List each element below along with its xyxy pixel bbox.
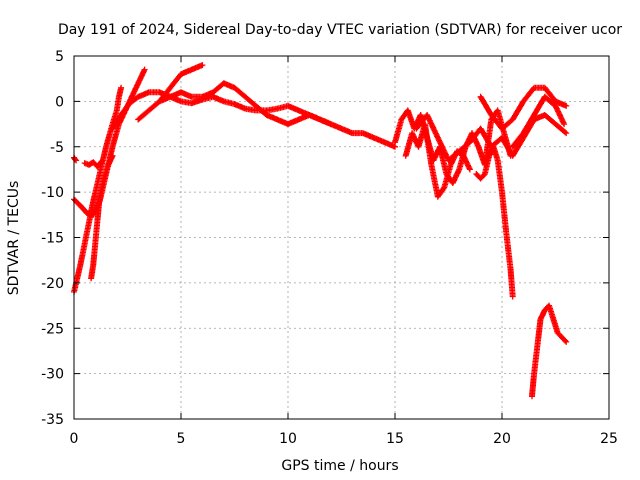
y-tick-label: -35: [41, 412, 64, 428]
data-marks: [109, 89, 398, 150]
data-marks: [477, 84, 570, 132]
series-track-11: [413, 112, 570, 164]
x-tick-label: 15: [386, 431, 404, 447]
data-marks: [88, 152, 116, 282]
y-tick-label: -10: [41, 185, 64, 201]
series-track-14: [509, 93, 568, 150]
data-marks: [473, 143, 516, 300]
y-tick-label: -25: [41, 321, 64, 337]
data-marks: [509, 93, 568, 150]
x-tick-label: 5: [177, 431, 186, 447]
series-track-7: [135, 80, 334, 128]
x-tick-label: 10: [279, 431, 297, 447]
y-tick-label: -30: [41, 367, 64, 383]
data-marks: [529, 302, 570, 400]
data-marks: [135, 80, 334, 128]
y-tick-label: -20: [41, 276, 64, 292]
x-tick-label: 0: [70, 431, 79, 447]
series-track-15: [529, 302, 570, 400]
series-track-8: [156, 62, 206, 105]
y-tick-label: -5: [50, 140, 64, 156]
series-track-6: [109, 89, 398, 150]
series-track-12: [473, 143, 516, 300]
data-marks: [413, 112, 570, 164]
series-track-13: [477, 84, 570, 132]
series-track-4: [71, 84, 125, 295]
y-tick-label: 0: [55, 94, 64, 110]
y-tick-label: 5: [55, 49, 64, 65]
y-tick-label: -15: [41, 231, 64, 247]
chart-title: Day 191 of 2024, Sidereal Day-to-day VTE…: [58, 22, 622, 38]
x-axis-label: GPS time / hours: [281, 458, 398, 474]
data-series: [71, 62, 570, 400]
series-track-5: [88, 152, 116, 282]
grid: [74, 56, 609, 419]
data-marks: [156, 62, 206, 105]
y-axis-label: SDTVAR / TECUs: [6, 181, 22, 296]
axis-ticks: 0 5 10 15 20 25 -35 -30 -25 -20 -15 -10 -5 0 5: [41, 49, 618, 447]
data-marks: [71, 154, 80, 164]
data-marks: [71, 84, 125, 295]
x-tick-label: 25: [600, 431, 618, 447]
series-track-1: [71, 154, 80, 164]
x-tick-label: 20: [493, 431, 511, 447]
